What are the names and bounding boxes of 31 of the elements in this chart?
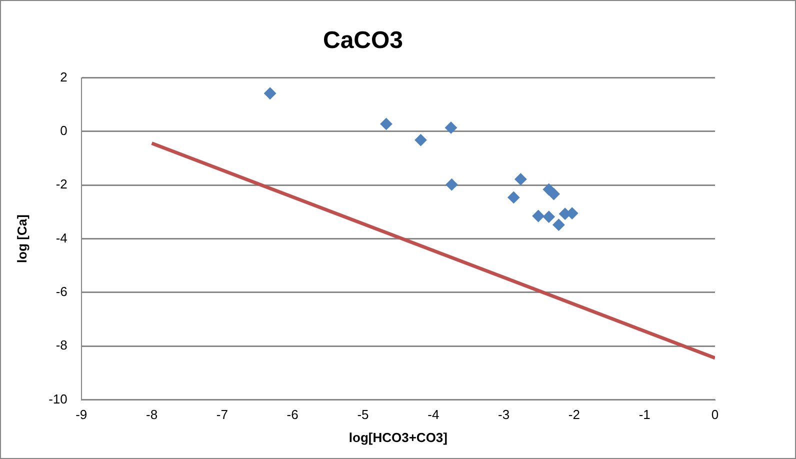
chart-title: CaCO3 xyxy=(322,27,404,54)
x-tick-label: -2 xyxy=(568,407,580,422)
point xyxy=(380,118,392,130)
x-tick-label: -7 xyxy=(216,407,228,422)
x-tick-label: -9 xyxy=(76,407,88,422)
point xyxy=(548,188,560,200)
x-axis-title: log[HCO3+CO3] xyxy=(348,430,448,445)
point xyxy=(514,173,527,186)
x-tick-label: 0 xyxy=(711,407,719,422)
y-tick-label: -10 xyxy=(48,391,68,406)
y-tick-label: -8 xyxy=(56,338,68,353)
point xyxy=(414,134,427,146)
point xyxy=(542,210,555,223)
x-tick-label: -5 xyxy=(357,407,369,422)
x-tick-label: -6 xyxy=(286,407,298,422)
x-tick-label: -3 xyxy=(498,407,510,422)
point xyxy=(264,87,276,100)
x-tick-label: -4 xyxy=(428,407,440,422)
x-tick-label: -8 xyxy=(146,407,158,422)
x-tick-label: -1 xyxy=(638,407,650,422)
point xyxy=(508,191,520,204)
point xyxy=(552,218,565,231)
y-tick-label: -4 xyxy=(56,230,68,246)
point xyxy=(446,178,458,191)
point xyxy=(532,210,544,222)
y-tick-label: -2 xyxy=(56,176,68,192)
point xyxy=(444,122,457,134)
y-tick-label: -6 xyxy=(56,284,68,300)
y-axis-title: log [Ca] xyxy=(14,214,30,263)
y-tick-label: 2 xyxy=(60,69,68,84)
y-tick-label: 0 xyxy=(60,123,68,138)
